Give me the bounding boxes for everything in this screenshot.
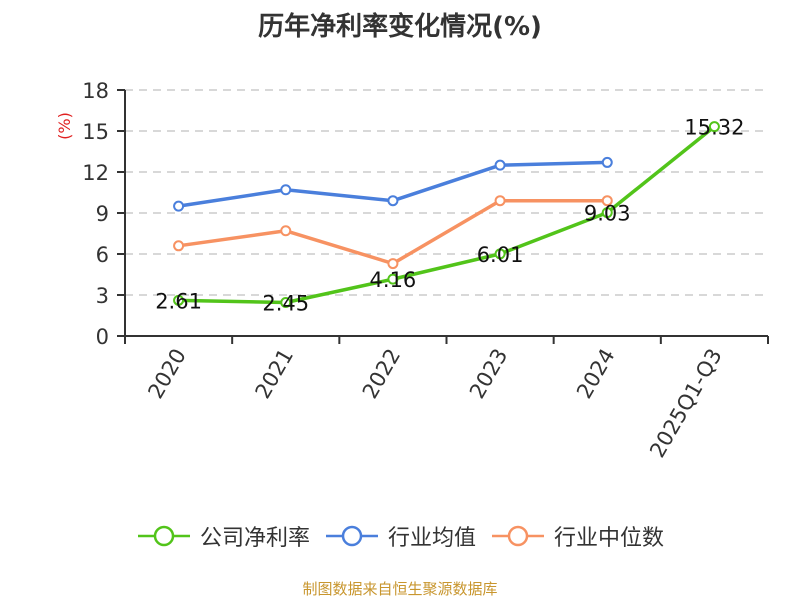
data-point[interactable] [173, 294, 185, 306]
x-tick-label: 2025Q1-Q3 [645, 345, 727, 462]
chart-title: 历年净利率变化情况(%) [258, 12, 542, 42]
data-point[interactable] [601, 195, 613, 207]
data-point[interactable] [280, 297, 292, 309]
data-point[interactable] [387, 258, 399, 270]
y-axis-unit-label: (%) [55, 112, 74, 140]
data-point[interactable] [387, 195, 399, 207]
data-label: 15.32 [684, 116, 744, 140]
legend-label: 行业中位数 [554, 526, 665, 551]
y-tick-label: 12 [82, 161, 109, 185]
data-point[interactable] [280, 225, 292, 237]
data-point[interactable] [708, 121, 720, 133]
data-point[interactable] [601, 156, 613, 168]
data-source-note: 制图数据来自恒生聚源数据库 [302, 580, 498, 598]
data-point[interactable] [494, 248, 506, 260]
x-tick-label: 2023 [465, 345, 513, 403]
data-point[interactable] [173, 200, 185, 212]
data-label: 9.03 [584, 202, 631, 226]
data-point[interactable] [387, 273, 399, 285]
x-tick-label: 2021 [251, 345, 299, 403]
x-tick-label: 2022 [358, 345, 406, 403]
y-tick-label: 18 [82, 79, 109, 103]
legend-item[interactable]: 行业中位数 [490, 520, 664, 552]
legend-item[interactable]: 行业均值 [324, 520, 476, 552]
y-tick-label: 9 [96, 202, 109, 226]
series-line [178, 125, 716, 305]
data-point[interactable] [494, 159, 506, 171]
data-label: 6.01 [477, 243, 524, 267]
x-tick-label: 2024 [572, 345, 620, 403]
data-label: 2.45 [262, 292, 309, 316]
data-point[interactable] [494, 195, 506, 207]
line-chart: 0 3 6 9 12 15 18 (%) 2020 2021 2022 2023 2024 2025Q1-… [55, 79, 769, 462]
y-tick-label: 6 [96, 243, 109, 267]
y-tick-label: 3 [96, 284, 109, 308]
x-tick-label: 2020 [143, 345, 191, 403]
y-tick-label: 0 [96, 325, 109, 349]
legend-label: 行业均值 [387, 526, 476, 551]
legend-item[interactable]: 公司净利率 [136, 520, 310, 552]
legend: 公司净利率 行业均值 行业中位数 [0, 520, 800, 552]
data-point[interactable] [280, 184, 292, 196]
legend-line-circle-icon [325, 525, 378, 547]
data-point[interactable] [601, 207, 613, 219]
legend-label: 公司净利率 [199, 526, 310, 551]
data-label: 2.61 [155, 289, 202, 313]
legend-line-circle-icon [492, 525, 544, 547]
data-point[interactable] [173, 240, 185, 252]
y-tick-label: 15 [82, 120, 109, 144]
legend-line-circle-icon [137, 525, 190, 547]
data-label: 4.16 [370, 268, 417, 292]
